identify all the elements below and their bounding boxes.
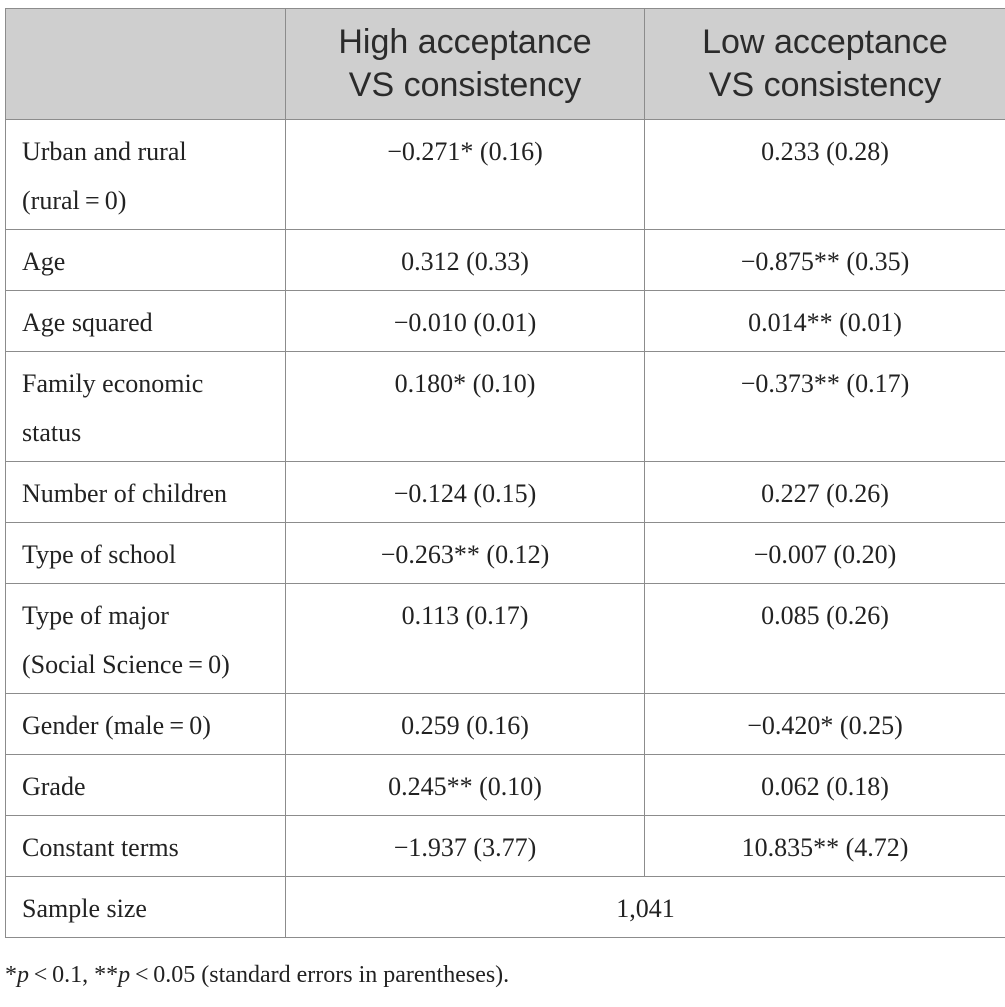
table-row: Grade 0.245** (0.10) 0.062 (0.18) xyxy=(5,754,1005,816)
high-acceptance-value: −1.937 (3.77) xyxy=(285,815,645,877)
low-acceptance-value: −0.373** (0.17) xyxy=(644,351,1005,462)
footnote-p-symbol: p xyxy=(17,962,29,988)
table-row: Urban and rural (rural = 0) −0.271* (0.1… xyxy=(5,119,1005,230)
table-row: Constant terms −1.937 (3.77) 10.835** (4… xyxy=(5,815,1005,877)
high-acceptance-value: 0.245** (0.10) xyxy=(285,754,645,816)
header-row: High acceptance VS consistency Low accep… xyxy=(5,8,1005,120)
table-row: Type of major (Social Science = 0) 0.113… xyxy=(5,583,1005,694)
row-label: Type of major (Social Science = 0) xyxy=(5,583,286,694)
high-acceptance-value: −0.010 (0.01) xyxy=(285,290,645,352)
low-acceptance-value: −0.875** (0.35) xyxy=(644,229,1005,291)
sample-size-value: 1,041 xyxy=(285,876,1005,938)
high-acceptance-value: −0.124 (0.15) xyxy=(285,461,645,523)
high-acceptance-value: 0.259 (0.16) xyxy=(285,693,645,755)
footnote-p-symbol: p xyxy=(118,962,131,988)
sample-size-label: Sample size xyxy=(5,876,286,938)
row-label: Family economic status xyxy=(5,351,286,462)
row-label: Grade xyxy=(5,754,286,816)
row-label: Age xyxy=(5,229,286,291)
footnote-text-1: < 0.1, ** xyxy=(29,962,119,988)
footnote-text-2: < 0.05 (standard errors in parentheses). xyxy=(130,962,510,988)
row-label: Number of children xyxy=(5,461,286,523)
high-acceptance-value: 0.312 (0.33) xyxy=(285,229,645,291)
regression-table: High acceptance VS consistency Low accep… xyxy=(5,8,1005,938)
low-acceptance-value: 0.014** (0.01) xyxy=(644,290,1005,352)
low-acceptance-value: 10.835** (4.72) xyxy=(644,815,1005,877)
header-low-acceptance: Low acceptance VS consistency xyxy=(644,8,1005,120)
table-row: Age 0.312 (0.33) −0.875** (0.35) xyxy=(5,229,1005,291)
low-acceptance-value: −0.007 (0.20) xyxy=(644,522,1005,584)
header-low-line1: Low acceptance xyxy=(702,23,948,61)
row-label: Urban and rural (rural = 0) xyxy=(5,119,286,230)
header-low-line2: VS consistency xyxy=(708,66,942,104)
table-row: Gender (male = 0) 0.259 (0.16) −0.420* (… xyxy=(5,693,1005,755)
header-high-acceptance: High acceptance VS consistency xyxy=(285,8,645,120)
table-row: Number of children −0.124 (0.15) 0.227 (… xyxy=(5,461,1005,523)
table-row: Family economic status 0.180* (0.10) −0.… xyxy=(5,351,1005,462)
row-label: Type of school xyxy=(5,522,286,584)
row-label: Gender (male = 0) xyxy=(5,693,286,755)
row-label-line1: Type of major xyxy=(22,601,169,630)
table-row: Age squared −0.010 (0.01) 0.014** (0.01) xyxy=(5,290,1005,352)
low-acceptance-value: 0.085 (0.26) xyxy=(644,583,1005,694)
high-acceptance-value: 0.180* (0.10) xyxy=(285,351,645,462)
row-label: Constant terms xyxy=(5,815,286,877)
row-label-line2: (rural = 0) xyxy=(22,186,127,215)
row-label-line1: Urban and rural xyxy=(22,137,187,166)
footnote-star: * xyxy=(5,962,17,988)
high-acceptance-value: −0.271* (0.16) xyxy=(285,119,645,230)
low-acceptance-value: 0.233 (0.28) xyxy=(644,119,1005,230)
low-acceptance-value: 0.227 (0.26) xyxy=(644,461,1005,523)
table-footnote: *p < 0.1, **p < 0.05 (standard errors in… xyxy=(5,960,509,990)
table-row: Type of school −0.263** (0.12) −0.007 (0… xyxy=(5,522,1005,584)
high-acceptance-value: 0.113 (0.17) xyxy=(285,583,645,694)
row-label: Age squared xyxy=(5,290,286,352)
row-label-line2: (Social Science = 0) xyxy=(22,650,230,679)
header-blank-cell xyxy=(5,8,286,120)
row-label-line1: Family economic xyxy=(22,369,204,398)
header-high-line2: VS consistency xyxy=(348,66,582,104)
row-label-line2: status xyxy=(22,418,82,447)
header-high-line1: High acceptance xyxy=(338,23,592,61)
high-acceptance-value: −0.263** (0.12) xyxy=(285,522,645,584)
low-acceptance-value: −0.420* (0.25) xyxy=(644,693,1005,755)
low-acceptance-value: 0.062 (0.18) xyxy=(644,754,1005,816)
sample-size-row: Sample size 1,041 xyxy=(5,876,1005,938)
